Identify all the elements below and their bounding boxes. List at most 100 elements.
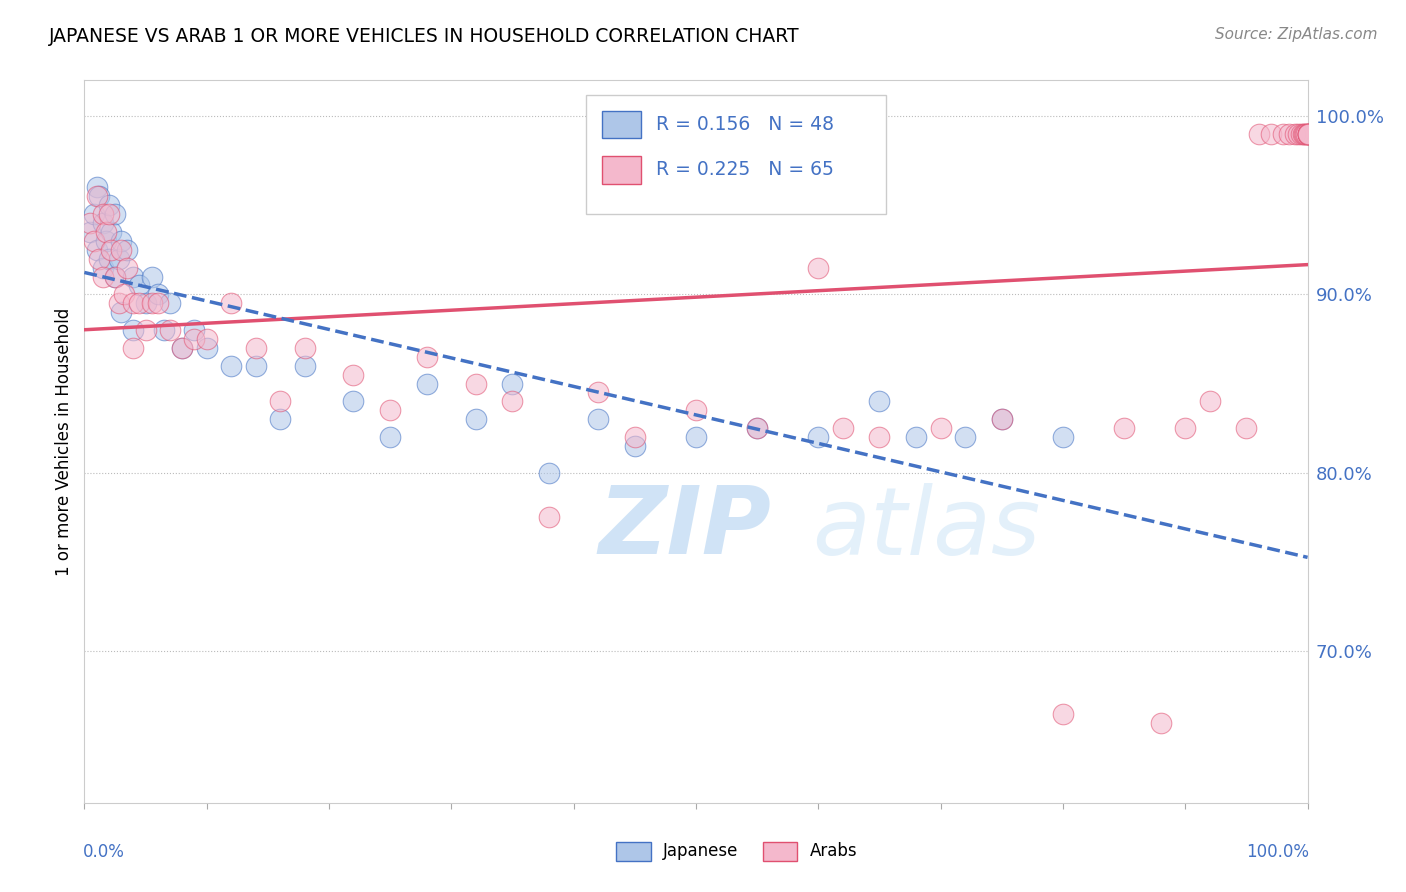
Point [1296, 127, 1319, 141]
Point [135, 323, 157, 337]
Point [87, 189, 110, 203]
Text: Arabs: Arabs [810, 842, 858, 860]
Text: R = 0.225   N = 65: R = 0.225 N = 65 [655, 161, 834, 179]
Point [624, 439, 647, 453]
Point [159, 323, 181, 337]
Point [183, 323, 205, 337]
Point [1198, 394, 1220, 409]
Point [115, 260, 138, 275]
Point [110, 243, 132, 257]
Point [1295, 127, 1317, 141]
Point [869, 394, 891, 409]
Point [83, 207, 105, 221]
Point [991, 412, 1014, 426]
Bar [616, 842, 651, 861]
Bar [602, 156, 641, 184]
Point [97, 198, 120, 212]
Point [91, 216, 114, 230]
Point [342, 368, 364, 382]
Point [538, 510, 561, 524]
Point [807, 260, 830, 275]
Point [110, 305, 132, 319]
Point [269, 394, 291, 409]
Point [86, 243, 108, 257]
Point [122, 296, 145, 310]
Point [831, 421, 853, 435]
Point [1296, 127, 1319, 141]
Point [1296, 127, 1319, 141]
Point [122, 269, 145, 284]
Point [1247, 127, 1270, 141]
Text: 0.0%: 0.0% [83, 843, 125, 861]
FancyBboxPatch shape [586, 95, 886, 214]
Point [1052, 706, 1074, 721]
Point [195, 332, 218, 346]
Bar [763, 842, 797, 861]
Point [104, 207, 127, 221]
Point [380, 403, 402, 417]
Point [183, 332, 205, 346]
Point [107, 296, 129, 310]
Point [1292, 127, 1315, 141]
Point [747, 421, 769, 435]
Point [1052, 430, 1074, 444]
Point [153, 323, 176, 337]
Bar [602, 111, 641, 138]
Point [1236, 421, 1258, 435]
Point [107, 252, 129, 266]
Point [97, 207, 120, 221]
Point [195, 341, 218, 355]
Text: R = 0.156   N = 48: R = 0.156 N = 48 [655, 115, 834, 134]
Point [294, 341, 316, 355]
Point [1286, 127, 1309, 141]
Point [122, 323, 145, 337]
Point [104, 269, 127, 284]
Point [1174, 421, 1197, 435]
Point [747, 421, 769, 435]
Point [502, 394, 524, 409]
Point [112, 287, 135, 301]
Point [110, 234, 132, 248]
Point [685, 403, 707, 417]
Point [294, 359, 316, 373]
Point [128, 278, 150, 293]
Text: JAPANESE VS ARAB 1 OR MORE VEHICLES IN HOUSEHOLD CORRELATION CHART: JAPANESE VS ARAB 1 OR MORE VEHICLES IN H… [49, 27, 800, 45]
Point [1278, 127, 1301, 141]
Point [159, 296, 181, 310]
Text: Japanese: Japanese [664, 842, 738, 860]
Point [929, 421, 952, 435]
Point [100, 225, 122, 239]
Y-axis label: 1 or more Vehicles in Household: 1 or more Vehicles in Household [55, 308, 73, 575]
Point [586, 412, 609, 426]
Point [91, 207, 114, 221]
Point [269, 412, 291, 426]
Point [1114, 421, 1136, 435]
Point [807, 430, 830, 444]
Point [219, 359, 242, 373]
Point [79, 216, 101, 230]
Point [245, 359, 267, 373]
Point [115, 243, 138, 257]
Text: Source: ZipAtlas.com: Source: ZipAtlas.com [1215, 27, 1378, 42]
Point [685, 430, 707, 444]
Point [141, 269, 163, 284]
Point [586, 385, 609, 400]
Point [172, 341, 194, 355]
Point [1292, 127, 1315, 141]
Point [91, 260, 114, 275]
Point [464, 412, 486, 426]
Point [1296, 127, 1319, 141]
Point [87, 252, 110, 266]
Point [97, 252, 120, 266]
Point [86, 189, 108, 203]
Point [1150, 715, 1173, 730]
Point [172, 341, 194, 355]
Point [135, 296, 157, 310]
Point [905, 430, 928, 444]
Point [128, 296, 150, 310]
Point [146, 287, 169, 301]
Point [83, 234, 105, 248]
Point [380, 430, 402, 444]
Point [1296, 127, 1319, 141]
Point [416, 376, 439, 391]
